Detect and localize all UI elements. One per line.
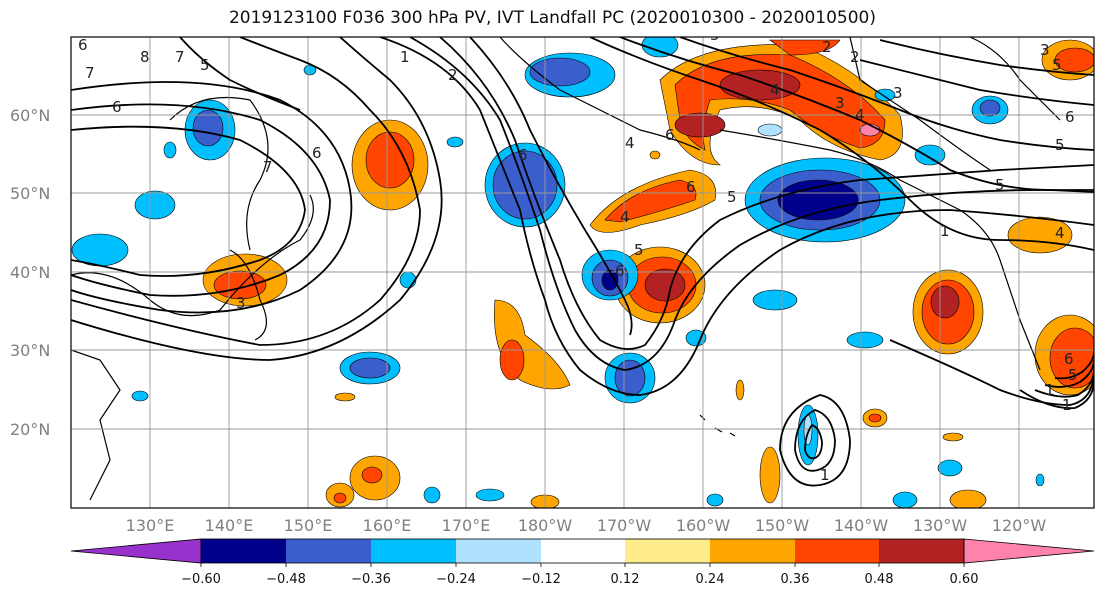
lat-label: 20°N xyxy=(10,420,50,439)
contour-label: 3 xyxy=(893,84,903,102)
contour-label: 2 xyxy=(448,66,458,84)
contour-label: 5 xyxy=(995,176,1005,194)
lat-label: 50°N xyxy=(10,184,50,203)
lon-label: 160°W xyxy=(676,516,731,535)
colorbar: −0.60 −0.48 −0.36 −0.24 −0.12 0.12 0.24 … xyxy=(70,538,1095,587)
contour-label: 5 xyxy=(1055,136,1065,154)
lon-label: 160°E xyxy=(363,516,412,535)
lat-label: 60°N xyxy=(10,106,50,125)
colorbar-tick-label: −0.48 xyxy=(266,572,306,587)
map-title: 2019123100 F036 300 hPa PV, IVT Landfall… xyxy=(228,8,876,28)
map-frame xyxy=(70,36,1095,509)
lat-label: 40°N xyxy=(10,263,50,282)
colorbar-tick-label: 0.24 xyxy=(696,572,725,587)
contour-label: 1 xyxy=(820,466,830,484)
colorbar-segment xyxy=(879,539,964,563)
colorbar-segment xyxy=(541,539,625,563)
contour-label: 7 xyxy=(85,64,95,82)
colorbar-tick-label: 0.36 xyxy=(781,572,810,587)
contour-label: 5 xyxy=(1052,56,1062,74)
contour-labels: 8 6 7 5 7 6 1 2 6 2 3 4 5 6 6 7 1 2 3 4 … xyxy=(78,26,1078,484)
contour-label: 4 xyxy=(855,106,865,124)
colorbar-extend-left xyxy=(70,538,202,564)
colorbar-segment xyxy=(795,539,879,563)
lon-label: 150°E xyxy=(284,516,333,535)
contour-label: 6 xyxy=(1064,350,1074,368)
colorbar-segment xyxy=(456,539,541,563)
contour-label: 4 xyxy=(620,208,630,226)
contour-label: 1 xyxy=(400,48,410,66)
colorbar-tick-label: −0.60 xyxy=(181,572,221,587)
colorbar-tick-label: −0.12 xyxy=(521,572,561,587)
colorbar-segment xyxy=(625,539,710,563)
colorbar-outline xyxy=(200,538,965,564)
colorbar-extend-right xyxy=(963,538,1095,564)
latitude-labels: 60°N 50°N 40°N 30°N 20°N xyxy=(10,106,50,439)
map-content: 8 6 7 5 7 6 1 2 6 2 3 4 5 6 6 7 1 2 3 4 … xyxy=(71,26,1094,508)
contour-label: 4 xyxy=(1055,224,1065,242)
contour-label: 6 xyxy=(518,146,528,164)
contour-label: 2 xyxy=(822,38,832,56)
colorbar-tick-label: 0.60 xyxy=(950,572,979,587)
contour-label: 5 xyxy=(634,241,644,259)
contour-label: 7 xyxy=(263,158,273,176)
contour-label: 3 xyxy=(835,94,845,112)
contour-label: 4 xyxy=(625,134,635,152)
contour-label: 5 xyxy=(1068,366,1078,384)
lon-label: 120°W xyxy=(992,516,1047,535)
contour-label: 6 xyxy=(665,126,675,144)
lon-label: 130°W xyxy=(913,516,968,535)
lon-label: 140°E xyxy=(205,516,254,535)
contour-label: 6 xyxy=(1065,108,1075,126)
contour-label: 6 xyxy=(615,262,625,280)
contour-label: 3 xyxy=(236,294,246,312)
pv-contours xyxy=(71,37,1094,487)
contour-label: 6 xyxy=(686,178,696,196)
graticule xyxy=(71,37,1094,508)
positive-anomalies xyxy=(202,39,1094,508)
longitude-labels: 130°E 140°E 150°E 160°E 170°E 180°W 170°… xyxy=(126,516,1047,535)
contour-label: 7 xyxy=(175,48,185,66)
colorbar-ticks xyxy=(200,563,965,567)
contour-label: 5 xyxy=(200,56,210,74)
lon-label: 170°W xyxy=(597,516,652,535)
contour-label: 1 xyxy=(1045,381,1055,399)
colorbar-segment xyxy=(371,539,456,563)
lon-label: 150°W xyxy=(755,516,810,535)
contour-label: 2 xyxy=(850,48,860,66)
contour-label: 1 xyxy=(940,222,950,240)
colorbar-tick-label: −0.24 xyxy=(436,572,476,587)
lat-label: 30°N xyxy=(10,341,50,360)
colorbar-segment xyxy=(710,539,795,563)
contour-label: 6 xyxy=(312,144,322,162)
colorbar-tick-label: 0.12 xyxy=(611,572,640,587)
contour-label: 1 xyxy=(1062,396,1072,414)
colorbar-tick-label: 0.48 xyxy=(865,572,894,587)
contour-label: 8 xyxy=(140,48,150,66)
contour-label: 5 xyxy=(710,26,720,44)
colorbar-segment xyxy=(286,539,371,563)
contour-label: 6 xyxy=(112,98,122,116)
lon-label: 170°E xyxy=(442,516,491,535)
contour-label: 5 xyxy=(727,188,737,206)
contour-label: 6 xyxy=(78,36,88,54)
contour-label: 4 xyxy=(770,81,780,99)
lon-label: 140°W xyxy=(834,516,889,535)
lon-label: 180°W xyxy=(518,516,573,535)
lon-label: 130°E xyxy=(126,516,175,535)
colorbar-tick-label: −0.36 xyxy=(351,572,391,587)
contour-label: 3 xyxy=(1040,41,1050,59)
coastlines xyxy=(71,37,1061,501)
colorbar-segment xyxy=(201,539,286,563)
